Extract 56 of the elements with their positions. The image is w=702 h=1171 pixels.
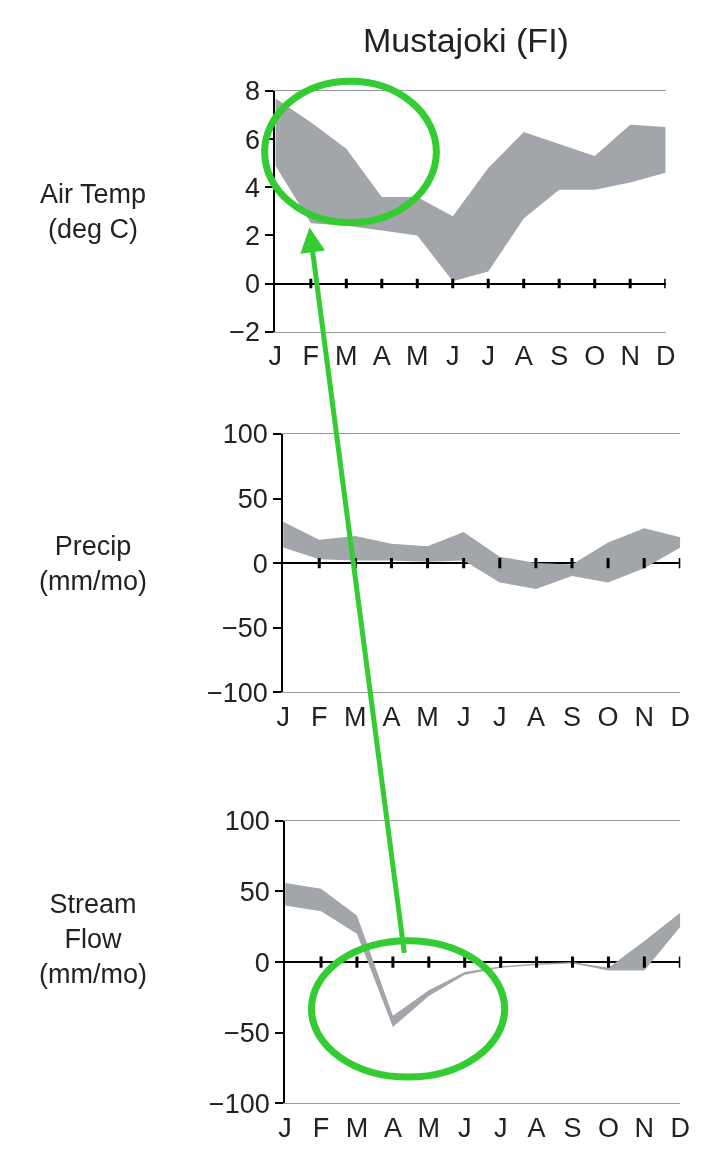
x-tick-label: F xyxy=(312,1112,330,1143)
x-tick-label: M xyxy=(406,341,429,372)
y-tick-label: −100 xyxy=(206,677,268,708)
x-tick-label: J xyxy=(456,701,471,732)
x-tick-label: J xyxy=(457,1112,472,1143)
x-tick-label: N xyxy=(620,341,640,372)
x-tick-label: A xyxy=(383,1112,402,1143)
y-tick-label: 50 xyxy=(239,876,270,907)
x-tick-label: A xyxy=(527,1112,546,1143)
y-tick-label: 4 xyxy=(244,172,260,203)
x-tick-label: N xyxy=(634,701,654,732)
y-tick-label: −50 xyxy=(223,1018,270,1049)
x-tick-label: A xyxy=(514,341,533,372)
y-tick-label: 0 xyxy=(244,268,260,299)
y-axis-title: Precip (mm/mo) xyxy=(39,531,147,597)
x-tick-label: M xyxy=(344,701,367,732)
x-tick-label: F xyxy=(302,341,320,372)
x-tick-label: M xyxy=(345,1112,369,1143)
x-tick-label: N xyxy=(634,1112,655,1143)
y-axis-title: Stream Flow (mm/mo) xyxy=(39,889,147,990)
x-tick-label: J xyxy=(276,701,290,732)
x-tick-label: A xyxy=(526,701,545,732)
x-tick-label: O xyxy=(584,341,606,372)
y-tick-label: 8 xyxy=(244,76,260,107)
x-tick-label: J xyxy=(481,341,495,372)
y-tick-label: 2 xyxy=(244,220,260,251)
x-tick-label: O xyxy=(597,701,619,732)
x-tick-label: A xyxy=(372,341,391,372)
y-tick-label: 0 xyxy=(252,548,268,579)
y-tick-label: −50 xyxy=(221,613,268,644)
chart-title: Mustajoki (FI) xyxy=(363,21,569,59)
x-tick-label: M xyxy=(417,1112,441,1143)
y-tick-label: −2 xyxy=(229,317,260,348)
y-tick-label: 6 xyxy=(244,124,260,155)
x-tick-label: J xyxy=(278,1112,292,1143)
x-tick-label: S xyxy=(550,341,569,372)
y-tick-label: 100 xyxy=(224,806,270,837)
x-tick-label: S xyxy=(562,701,581,732)
x-tick-label: M xyxy=(416,701,439,732)
x-tick-label: F xyxy=(311,701,328,732)
x-tick-label: D xyxy=(655,341,676,372)
x-tick-label: J xyxy=(493,701,507,732)
y-tick-label: −100 xyxy=(208,1088,270,1119)
x-tick-label: D xyxy=(670,1112,691,1143)
y-tick-label: 100 xyxy=(222,419,268,450)
x-tick-label: M xyxy=(335,341,358,372)
y-tick-label: 50 xyxy=(237,483,268,514)
x-tick-label: J xyxy=(268,341,283,372)
x-tick-label: J xyxy=(446,341,460,372)
x-tick-label: D xyxy=(670,701,691,732)
x-tick-label: S xyxy=(563,1112,582,1143)
y-tick-label: 0 xyxy=(254,947,270,978)
x-tick-label: A xyxy=(382,701,401,732)
x-tick-label: O xyxy=(597,1112,619,1143)
y-axis-title: Air Temp (deg C) xyxy=(40,179,147,245)
x-tick-label: J xyxy=(493,1112,508,1143)
